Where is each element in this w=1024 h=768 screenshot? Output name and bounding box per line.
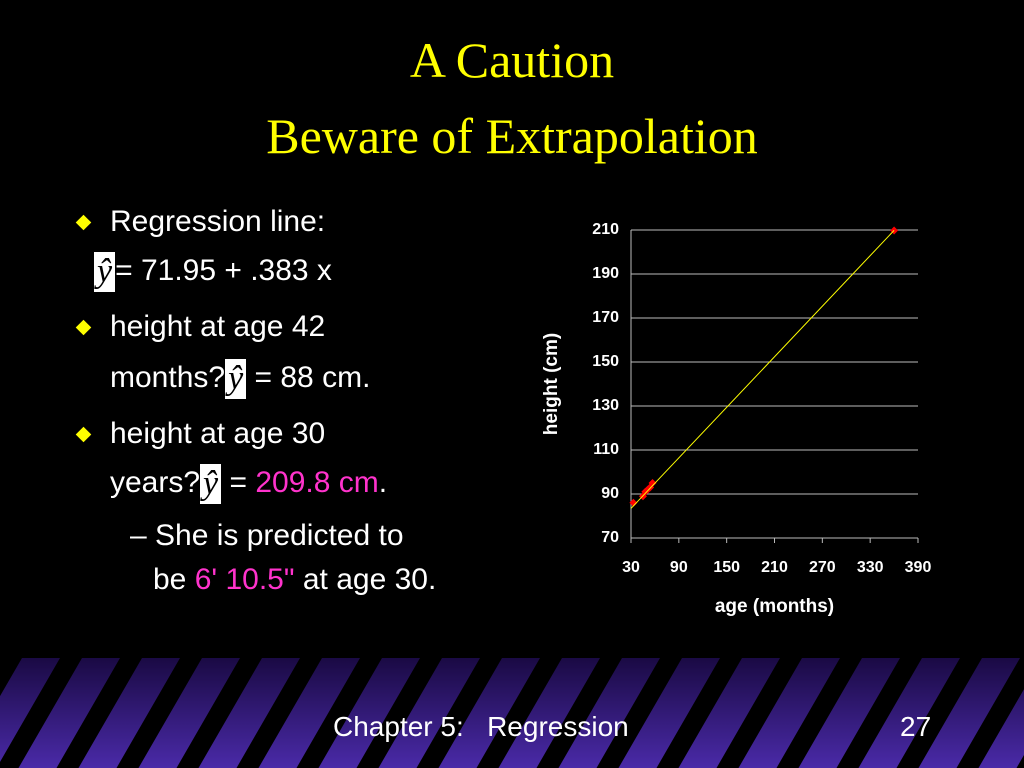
y-tick-label: 170 <box>592 309 619 326</box>
y-hat: ŷ <box>225 359 247 399</box>
data-point <box>629 498 638 507</box>
x-tick-label: 210 <box>761 559 788 576</box>
highlight: 6' 10.5" <box>194 563 295 596</box>
bullet-marker <box>75 319 92 336</box>
bullet-text: height at age 30 <box>110 417 326 450</box>
x-tick-label: 390 <box>905 559 932 576</box>
x-tick-label: 30 <box>622 559 640 576</box>
page-number: 27 <box>900 711 932 742</box>
y-tick-label: 210 <box>592 221 619 238</box>
sub-bullet: be 6' 10.5" at age 30. <box>153 562 436 598</box>
y-tick-label: 190 <box>592 265 619 282</box>
bullet-marker <box>75 214 92 231</box>
bullet-text: = <box>229 465 248 499</box>
bullet-text: ŷ = 71.95 + .383 x <box>94 252 332 292</box>
bullet-text: years?ŷ = 209.8 cm. <box>110 464 387 504</box>
y-hat: ŷ <box>94 252 116 292</box>
data-point <box>648 479 657 487</box>
bullet-text: months?ŷ = 88 cm. <box>110 359 370 399</box>
sub-bullet-text: She is predicted to <box>155 519 404 552</box>
x-tick-label: 90 <box>670 559 688 576</box>
sub-bullet: – She is predicted to <box>130 519 404 552</box>
y-tick-label: 70 <box>601 529 619 546</box>
bullet-text: height at age 42 <box>110 310 326 343</box>
bullet-marker <box>75 426 92 443</box>
bullet-text: . <box>378 465 388 499</box>
bullet-text: years? <box>110 465 201 499</box>
x-tick-label: 150 <box>713 559 740 576</box>
title: Beware of Extrapolation <box>266 108 758 164</box>
x-tick-label: 270 <box>809 559 836 576</box>
footer-band <box>0 658 1024 768</box>
data-point <box>643 485 652 494</box>
y-tick-label: 150 <box>592 353 619 370</box>
y-tick-label: 90 <box>601 485 619 502</box>
title: A Caution <box>409 32 615 88</box>
bullet-text: = 88 cm. <box>254 360 371 394</box>
highlight: 209.8 cm <box>255 465 379 499</box>
footer-chapter: Chapter 5: Regression <box>333 711 629 742</box>
x-tick-label: 330 <box>857 559 884 576</box>
y-axis-label: height (cm) <box>541 333 562 435</box>
bullet-text: Regression line: <box>110 205 326 238</box>
y-tick-label: 130 <box>592 397 619 414</box>
regression-line <box>630 230 895 509</box>
x-axis-label: age (months) <box>715 596 834 617</box>
sub-bullet-text: be <box>153 563 187 596</box>
y-hat: ŷ <box>200 464 222 504</box>
chart: 70 90 110 130 150 170 190 210 30 90 150 210 270 330 39… <box>541 221 932 617</box>
bullet-text: months? <box>110 360 226 394</box>
sub-bullet-text: at age 30. <box>302 563 437 596</box>
y-tick-label: 110 <box>593 441 619 458</box>
bullet-text: = 71.95 + .383 x <box>115 253 332 287</box>
